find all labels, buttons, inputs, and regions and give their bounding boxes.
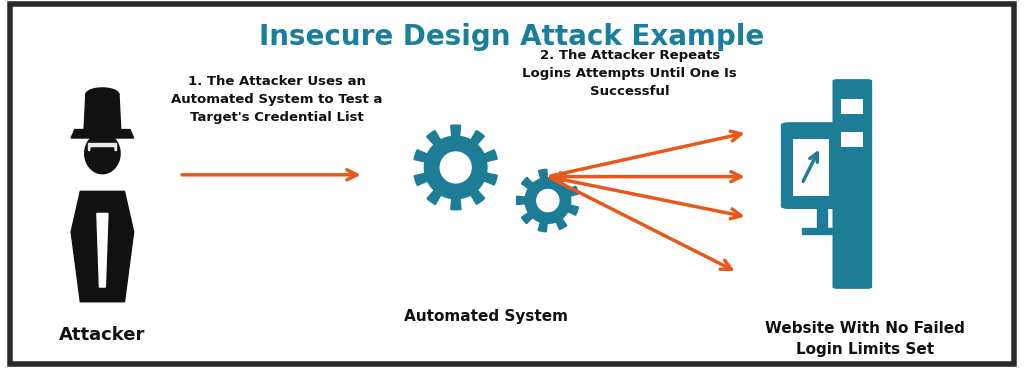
Polygon shape [440,152,471,183]
Polygon shape [414,125,498,210]
Polygon shape [86,88,119,95]
Polygon shape [802,228,837,234]
FancyBboxPatch shape [842,132,863,147]
Text: Automated System: Automated System [404,309,568,324]
Polygon shape [516,169,579,232]
FancyBboxPatch shape [842,99,863,114]
Polygon shape [97,213,108,287]
FancyBboxPatch shape [794,139,828,196]
Polygon shape [817,206,826,230]
FancyBboxPatch shape [10,4,1014,364]
Text: Website With No Failed
Login Limits Set: Website With No Failed Login Limits Set [765,321,966,357]
Polygon shape [85,133,120,174]
Text: Attacker: Attacker [59,326,145,344]
Text: 1. The Attacker Uses an
Automated System to Test a
Target's Credential List: 1. The Attacker Uses an Automated System… [171,75,382,124]
Polygon shape [88,148,117,164]
FancyBboxPatch shape [833,79,872,289]
Polygon shape [88,143,117,150]
Text: Insecure Design Attack Example: Insecure Design Attack Example [259,23,765,51]
Polygon shape [84,95,121,131]
Polygon shape [537,190,559,212]
Polygon shape [71,130,134,138]
Text: 2. The Attacker Repeats
Logins Attempts Until One Is
Successful: 2. The Attacker Repeats Logins Attempts … [522,49,737,98]
FancyBboxPatch shape [781,122,842,209]
Polygon shape [71,191,134,302]
